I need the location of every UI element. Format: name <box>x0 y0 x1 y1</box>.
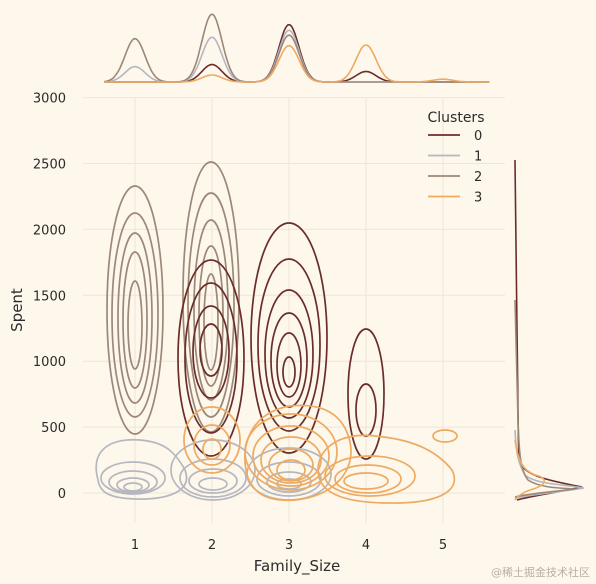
series-0-contour <box>264 289 314 419</box>
series-3-contour <box>268 448 314 482</box>
right-marginal-series-1 <box>514 429 585 499</box>
x-tick-label: 3 <box>285 538 293 553</box>
series-2-contour <box>117 232 153 404</box>
series-2-contour <box>182 161 240 433</box>
x-tick-label: 5 <box>439 538 447 553</box>
watermark: @稀土掘金技术社区 <box>491 565 590 579</box>
right-marginal-series-2 <box>514 299 576 498</box>
right-marginal-series-0 <box>514 159 583 501</box>
series-3-contour <box>343 472 389 490</box>
series-3-contour <box>260 436 322 484</box>
series-0-contour <box>177 259 245 457</box>
series-1-contour <box>100 461 166 495</box>
series-3-contour <box>324 455 416 497</box>
series-1-contour <box>188 468 238 494</box>
series-2-contour <box>203 273 219 371</box>
right-marginal-kde <box>514 159 585 501</box>
series-1-contour <box>116 477 150 493</box>
series-1-contour <box>256 461 322 497</box>
series-2-contour <box>111 212 159 418</box>
series-1-contour <box>95 438 188 500</box>
series-3-contour <box>244 404 352 502</box>
series-2-contour <box>127 280 143 370</box>
series-1-contour <box>108 470 158 494</box>
y-tick-label: 1000 <box>33 355 66 370</box>
grid <box>83 97 505 523</box>
series-2-contour <box>187 192 235 418</box>
y-tick-label: 0 <box>58 487 66 502</box>
series-2-contour <box>193 219 229 401</box>
y-tick-label: 2500 <box>33 158 66 173</box>
series-0-contour <box>282 356 296 388</box>
series-0-contour <box>250 222 328 454</box>
top-marginal-kde <box>104 13 490 83</box>
legend-label-0: 0 <box>474 129 482 144</box>
series-3-contour <box>276 459 306 481</box>
series-0-contour <box>199 323 223 377</box>
top-marginal-series-2 <box>104 13 490 83</box>
series-3-contour <box>334 464 402 494</box>
y-tick-label: 2000 <box>33 223 66 238</box>
y-axis-label: Spent <box>8 288 26 332</box>
series-3-contours <box>183 404 458 504</box>
x-tick-label: 1 <box>131 538 139 553</box>
series-3-contour <box>252 425 330 487</box>
legend-title: Clusters <box>428 110 485 126</box>
series-1-contour <box>123 482 143 492</box>
x-axis: 1 2 3 4 5 <box>131 538 447 553</box>
legend-label-1: 1 <box>474 150 482 165</box>
series-0-contour <box>257 258 321 432</box>
top-marginal-series-3 <box>104 44 490 83</box>
legend-items: 0 1 2 3 <box>428 129 482 206</box>
x-tick-label: 2 <box>208 538 216 553</box>
legend-label-2: 2 <box>474 170 482 185</box>
x-tick-label: 4 <box>362 538 370 553</box>
series-3-contour <box>193 424 231 466</box>
kde-contours <box>95 161 458 504</box>
series-1-contour <box>198 477 228 491</box>
x-axis-label: Family_Size <box>254 557 341 576</box>
series-3-contour <box>317 434 456 504</box>
series-1-contour <box>170 439 256 501</box>
series-3-contour <box>183 406 241 474</box>
series-0-contour <box>347 328 385 460</box>
series-3-contour <box>244 413 338 491</box>
y-axis: 0 500 1000 1500 2000 2500 3000 <box>33 92 66 502</box>
y-tick-label: 3000 <box>33 92 66 107</box>
series-0-contour <box>184 282 238 434</box>
series-3-contour <box>202 438 222 460</box>
y-tick-label: 1500 <box>33 289 66 304</box>
y-tick-label: 500 <box>41 421 66 436</box>
legend-label-3: 3 <box>474 191 482 206</box>
legend: Clusters 0 1 2 3 <box>428 110 485 206</box>
series-0-contour <box>276 332 302 398</box>
series-3-contour <box>432 429 458 443</box>
right-marginal-series-3 <box>514 439 545 501</box>
series-0-contour <box>192 305 230 399</box>
series-2-contour <box>122 251 148 389</box>
series-2-contour <box>106 185 164 435</box>
